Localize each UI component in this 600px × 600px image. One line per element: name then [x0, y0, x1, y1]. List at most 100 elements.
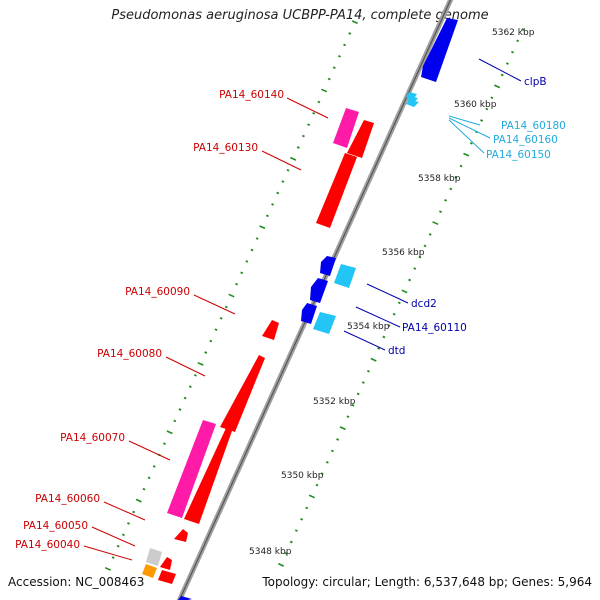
tick-dot — [428, 233, 432, 236]
tick-dot — [332, 66, 336, 70]
tick-dot — [348, 32, 352, 35]
tick-dot — [183, 396, 187, 400]
kbp-tick-labels: 5362 kbp 5360 kbp 5358 kbp 5356 kbp 5354… — [249, 28, 535, 557]
tick-dot — [255, 237, 259, 240]
tick-dot — [387, 324, 391, 327]
label-pa14-60090[interactable]: PA14_60090 — [125, 286, 190, 298]
label-pa14-60060[interactable]: PA14_60060 — [35, 493, 100, 505]
tick-dot — [300, 517, 304, 521]
tick-dot — [377, 347, 381, 350]
tick-dot — [228, 293, 235, 298]
tick-dot — [307, 123, 311, 127]
label-pa14-60050[interactable]: PA14_60050 — [23, 520, 88, 532]
label-pa14-60180[interactable]: PA14_60180 — [501, 120, 566, 132]
label-pa14-60080[interactable]: PA14_60080 — [97, 348, 162, 360]
label-clpB[interactable]: clpB — [524, 76, 547, 88]
tick-dot — [294, 529, 298, 532]
label-dtd[interactable]: dtd — [388, 345, 405, 357]
gene-bottom-fragment[interactable] — [178, 596, 192, 600]
label-pa14-60140[interactable]: PA14_60140 — [219, 89, 284, 101]
tick-dot — [361, 381, 365, 384]
gene-dcd2[interactable] — [334, 264, 356, 288]
label-pa14-60110[interactable]: PA14_60110 — [402, 322, 467, 334]
tick-dot — [505, 62, 509, 65]
forward-genes — [142, 108, 374, 584]
kbp-tick-5354: 5354 kbp — [347, 322, 390, 332]
tick-dot — [104, 566, 112, 571]
gene-clpB[interactable] — [421, 18, 458, 82]
tick-dot — [516, 39, 520, 43]
gene-pa14-60050-grey[interactable] — [146, 548, 162, 566]
label-pa14-60070[interactable]: PA14_60070 — [60, 432, 125, 444]
gene-pa14-60140-pink[interactable] — [333, 108, 359, 148]
tick-dot — [336, 438, 340, 441]
tick-dot — [343, 43, 347, 47]
gene-dtd[interactable] — [313, 312, 336, 334]
tick-dot — [235, 282, 239, 286]
tick-dot — [459, 164, 463, 168]
tick-dot — [188, 385, 192, 389]
tick-dot — [250, 248, 254, 252]
tick-dot — [338, 54, 341, 58]
tick-dot — [281, 180, 285, 183]
gene-pa14-60110-a[interactable] — [320, 256, 336, 276]
label-pa14-60160[interactable]: PA14_60160 — [493, 134, 558, 146]
tick-dot — [284, 552, 288, 555]
tick-dot — [312, 111, 316, 115]
tick-dot — [521, 28, 525, 31]
gene-pa14-60150[interactable] — [406, 100, 419, 107]
tick-dot — [339, 426, 346, 431]
accession-text: Accession: NC_008463 — [8, 575, 145, 589]
tick-dot — [197, 361, 204, 366]
gene-pa14-60070-red[interactable] — [184, 428, 232, 524]
tick-dot — [245, 260, 249, 263]
tick-dot — [317, 100, 321, 104]
gene-pa14-60080[interactable] — [220, 355, 265, 432]
tick-dot — [423, 244, 427, 248]
gene-pa14-60090[interactable] — [262, 320, 279, 340]
label-pa14-60040[interactable]: PA14_60040 — [15, 539, 80, 551]
kbp-tick-5362: 5362 kbp — [492, 28, 535, 38]
tick-dot — [173, 419, 177, 423]
tick-dot — [178, 408, 182, 411]
tick-dot — [240, 271, 244, 275]
tick-dot — [320, 472, 324, 476]
gene-pa14-60110-b[interactable] — [310, 278, 328, 303]
gene-pa14-60060[interactable] — [174, 529, 188, 542]
gene-pa14-60070-pink[interactable] — [167, 420, 216, 518]
tick-dot — [308, 494, 315, 499]
tick-dot — [265, 214, 269, 218]
gene-pa14-60100[interactable] — [301, 303, 317, 324]
reverse-genes — [178, 18, 458, 600]
forward-gene-labels: PA14_60140 PA14_60130 PA14_60090 PA14_60… — [15, 89, 284, 551]
tick-dot — [485, 107, 489, 111]
tick-dot — [418, 255, 422, 259]
tick-dot — [367, 369, 370, 373]
tick-dot — [356, 392, 360, 396]
gene-pa14-60050-red[interactable] — [160, 557, 172, 570]
tick-dot — [315, 483, 319, 487]
kbp-tick-5352: 5352 kbp — [313, 397, 356, 407]
tick-dot — [432, 221, 439, 226]
tick-dot — [142, 487, 146, 491]
label-dcd2[interactable]: dcd2 — [411, 298, 437, 310]
tick-dot — [490, 96, 494, 100]
tick-dot — [296, 146, 300, 149]
gene-pa14-60040-orange[interactable] — [142, 564, 157, 578]
genome-title: Pseudomonas aeruginosa UCBPP-PA14, compl… — [111, 8, 489, 23]
tick-dot — [219, 316, 223, 320]
tick-dot — [116, 544, 120, 548]
tick-dot — [209, 339, 213, 343]
gene-pa14-60130[interactable] — [316, 153, 357, 228]
gene-pa14-60040-red[interactable] — [158, 570, 176, 584]
tick-dot — [493, 84, 501, 89]
tick-dot — [276, 191, 280, 195]
gene-pa14-60140-red[interactable] — [347, 120, 374, 158]
tick-dot — [351, 20, 358, 25]
label-pa14-60150[interactable]: PA14_60150 — [486, 149, 551, 161]
tick-dot — [152, 465, 156, 468]
kbp-tick-5358: 5358 kbp — [418, 174, 461, 184]
tick-dot — [408, 278, 412, 282]
tick-dot — [193, 373, 197, 377]
label-pa14-60130[interactable]: PA14_60130 — [193, 142, 258, 154]
